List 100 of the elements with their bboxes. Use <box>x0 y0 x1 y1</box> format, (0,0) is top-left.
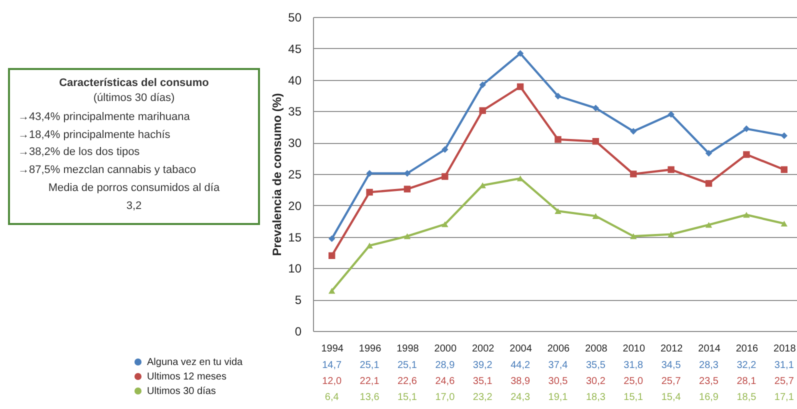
data-label: 35,5 <box>586 360 606 371</box>
data-label: 30,2 <box>586 376 606 387</box>
point <box>554 92 562 100</box>
data-label: 28,1 <box>736 376 757 387</box>
data-label: 15,4 <box>661 392 682 403</box>
data-label: 32,2 <box>736 360 757 371</box>
text: →43,4% principalmente marihuana <box>17 110 191 125</box>
data-label: 25,7 <box>661 376 682 387</box>
point <box>668 231 674 238</box>
y-tick-label: 10 <box>288 262 302 276</box>
data-label: 22,1 <box>360 376 380 387</box>
x-tick-label: 1996 <box>358 344 382 354</box>
data-label: 44,2 <box>510 360 530 371</box>
data-label: 25,1 <box>397 360 418 371</box>
point <box>479 107 486 114</box>
text: Media de porros consumidos al día <box>47 181 221 196</box>
y-tick-label: 0 <box>294 324 302 338</box>
point <box>780 220 788 227</box>
data-label: 37,4 <box>548 360 568 371</box>
data-label: 38,9 <box>510 376 530 387</box>
data-label: 31,8 <box>624 360 644 371</box>
point <box>366 170 373 177</box>
x-tick-label: 2012 <box>660 344 684 354</box>
x-tick-label: 2002 <box>472 344 495 354</box>
data-label: 25,0 <box>624 376 644 387</box>
point <box>780 166 788 173</box>
data-label: 22,6 <box>397 376 418 387</box>
x-tick-label: 2010 <box>622 344 646 354</box>
x-tick-label: 2008 <box>585 344 608 354</box>
data-label: 18,3 <box>586 392 606 403</box>
data-label: 24,3 <box>510 392 530 403</box>
data-label: 35,1 <box>472 376 493 387</box>
point <box>328 252 336 259</box>
data-label: 17,0 <box>435 392 456 403</box>
point <box>442 221 448 228</box>
data-label: 12,0 <box>322 376 342 387</box>
y-tick-label: 30 <box>288 136 302 150</box>
data-label: 28,9 <box>435 360 456 371</box>
text: 3,2 <box>125 198 143 214</box>
data-label: 15,1 <box>624 392 644 403</box>
x-tick-label: 1994 <box>321 344 344 354</box>
y-axis-title: Prevalencia de consumo (%) <box>270 93 284 256</box>
x-tick-label: 2000 <box>434 344 457 354</box>
data-label: 6,4 <box>324 392 340 403</box>
data-label: 39,2 <box>472 360 493 371</box>
data-label: 28,3 <box>699 360 719 371</box>
legend-label: Alguna vez en tu vida <box>147 357 244 368</box>
point <box>554 208 562 214</box>
point <box>404 170 411 177</box>
point <box>404 186 411 192</box>
point <box>554 136 562 143</box>
y-tick-label: 50 <box>288 10 302 24</box>
data-label: 34,5 <box>661 360 682 371</box>
data-label: 19,1 <box>548 392 568 403</box>
data-label: 25,1 <box>360 360 380 371</box>
data-label: 24,6 <box>435 376 456 387</box>
y-tick-label: 15 <box>288 230 302 244</box>
point <box>705 150 712 157</box>
x-tick-label: 2006 <box>547 344 570 354</box>
x-tick-label: 2016 <box>736 344 759 354</box>
y-tick-label: 45 <box>288 42 302 56</box>
x-tick-label: 2018 <box>774 344 796 354</box>
y-tick-label: 35 <box>288 104 302 119</box>
legend-label: Ultimos 30 días <box>147 386 216 397</box>
text: →18,4% principalmente hachís <box>17 128 172 142</box>
point <box>592 213 600 219</box>
point <box>743 125 750 132</box>
data-label: 17,1 <box>774 392 794 403</box>
text: →38,2% de los dos tipos <box>17 145 141 160</box>
point <box>743 151 750 158</box>
legend-label: Ultimos 12 meses <box>147 372 226 382</box>
point <box>705 180 712 187</box>
y-tick-label: 40 <box>288 73 302 88</box>
point <box>780 132 788 140</box>
data-label: 15,1 <box>397 392 418 403</box>
point <box>516 83 524 90</box>
point <box>668 110 674 118</box>
point <box>328 288 336 294</box>
point <box>366 242 373 248</box>
data-label: 18,5 <box>736 392 757 403</box>
point <box>404 233 411 240</box>
point <box>366 188 373 196</box>
point <box>516 50 524 57</box>
text: (últimos 30 días) <box>92 90 176 106</box>
point <box>743 212 750 218</box>
point <box>442 146 448 153</box>
data-label: 23,5 <box>699 376 719 387</box>
data-label: 16,9 <box>699 392 719 403</box>
point <box>592 138 600 145</box>
point <box>592 104 600 112</box>
x-tick-label: 2014 <box>698 344 721 354</box>
y-tick-label: 25 <box>288 168 302 182</box>
point <box>668 166 674 173</box>
point <box>479 182 486 188</box>
data-label: 14,7 <box>322 360 342 371</box>
data-label: 25,7 <box>774 376 794 387</box>
text: →87,5% mezclan cannabis y tabaco <box>17 163 197 178</box>
point <box>705 222 712 228</box>
point <box>630 233 637 240</box>
point <box>630 128 637 135</box>
